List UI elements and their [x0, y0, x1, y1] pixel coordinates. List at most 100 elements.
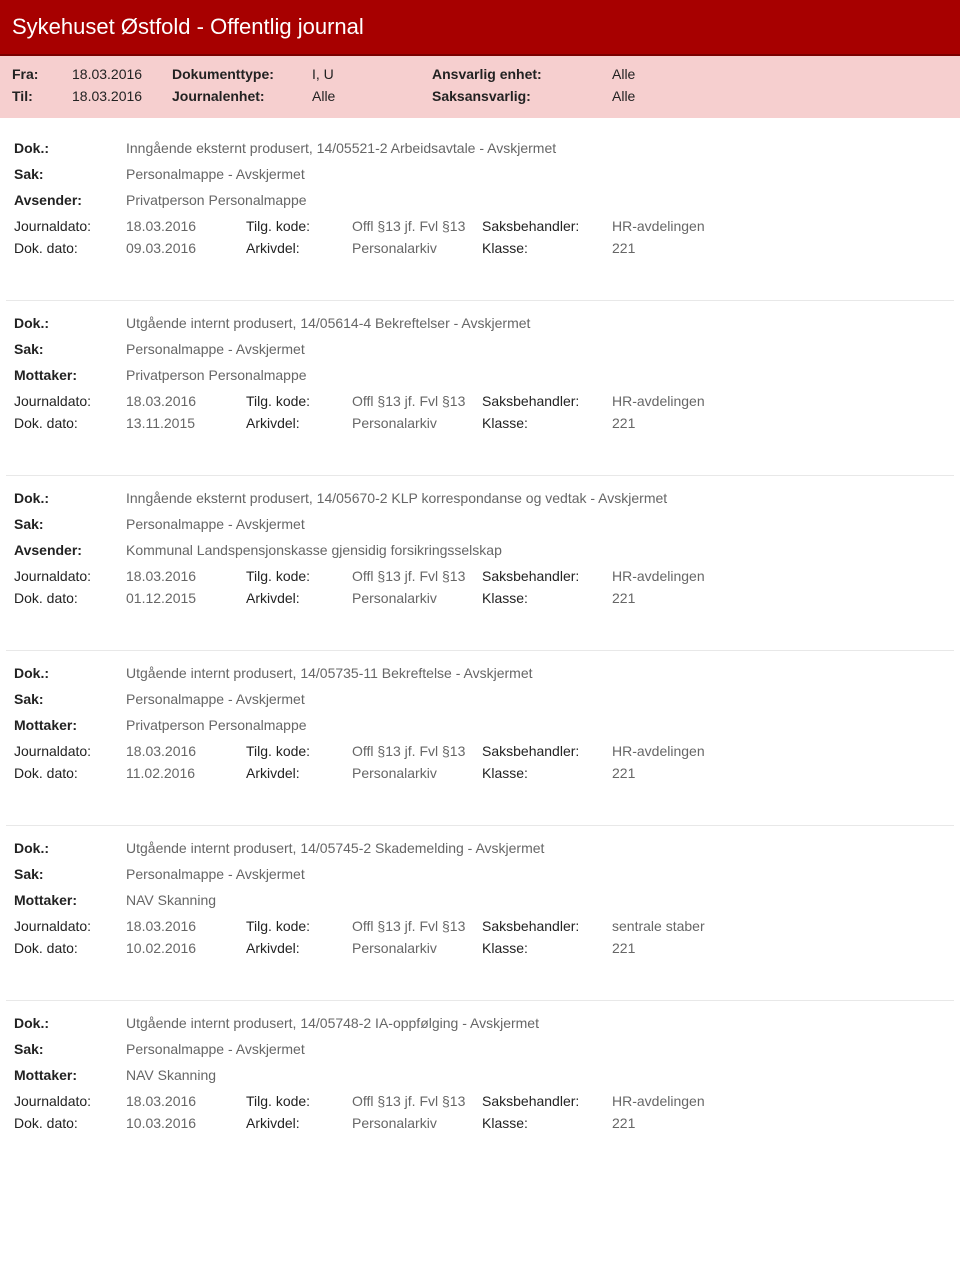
klasse-label: Klasse: — [482, 240, 612, 256]
meta-ansvarlig-value: Alle — [612, 66, 772, 82]
dokdato-value: 10.02.2016 — [126, 940, 246, 956]
journaldato-value: 18.03.2016 — [126, 743, 246, 759]
klasse-value: 221 — [612, 590, 812, 606]
dokdato-label: Dok. dato: — [14, 590, 126, 606]
klasse-value: 221 — [612, 1115, 812, 1131]
meta-fra-value: 18.03.2016 — [72, 66, 172, 82]
arkivdel-label: Arkivdel: — [246, 415, 352, 431]
sak-label: Sak: — [14, 866, 126, 882]
arkivdel-label: Arkivdel: — [246, 240, 352, 256]
sak-label: Sak: — [14, 166, 126, 182]
klasse-value: 221 — [612, 240, 812, 256]
sak-label: Sak: — [14, 341, 126, 357]
dok-value: Utgående internt produsert, 14/05614-4 B… — [126, 315, 946, 331]
dok-value: Utgående internt produsert, 14/05735-11 … — [126, 665, 946, 681]
tilgkode-value: Offl §13 jf. Fvl §13 — [352, 568, 482, 584]
sak-value: Personalmappe - Avskjermet — [126, 341, 946, 357]
journaldato-value: 18.03.2016 — [126, 218, 246, 234]
party-value: Kommunal Landspensjonskasse gjensidig fo… — [126, 542, 946, 558]
sak-label: Sak: — [14, 691, 126, 707]
dokdato-value: 09.03.2016 — [126, 240, 246, 256]
arkivdel-value: Personalarkiv — [352, 765, 482, 781]
entries-list: Dok.: Inngående eksternt produsert, 14/0… — [0, 126, 960, 1149]
arkivdel-value: Personalarkiv — [352, 590, 482, 606]
saksbehandler-value: HR-avdelingen — [612, 393, 812, 409]
saksbehandler-label: Saksbehandler: — [482, 1093, 612, 1109]
dokdato-value: 01.12.2015 — [126, 590, 246, 606]
tilgkode-label: Tilg. kode: — [246, 218, 352, 234]
party-value: NAV Skanning — [126, 1067, 946, 1083]
arkivdel-value: Personalarkiv — [352, 415, 482, 431]
tilgkode-value: Offl §13 jf. Fvl §13 — [352, 393, 482, 409]
journaldato-value: 18.03.2016 — [126, 568, 246, 584]
saksbehandler-label: Saksbehandler: — [482, 743, 612, 759]
dokdato-value: 11.02.2016 — [126, 765, 246, 781]
dok-value: Inngående eksternt produsert, 14/05670-2… — [126, 490, 946, 506]
journaldato-value: 18.03.2016 — [126, 1093, 246, 1109]
tilgkode-label: Tilg. kode: — [246, 568, 352, 584]
journal-entry: Dok.: Utgående internt produsert, 14/056… — [6, 300, 954, 449]
saksbehandler-label: Saksbehandler: — [482, 218, 612, 234]
dok-value: Utgående internt produsert, 14/05745-2 S… — [126, 840, 946, 856]
arkivdel-label: Arkivdel: — [246, 1115, 352, 1131]
sak-value: Personalmappe - Avskjermet — [126, 1041, 946, 1057]
dokdato-label: Dok. dato: — [14, 1115, 126, 1131]
dok-label: Dok.: — [14, 315, 126, 331]
tilgkode-value: Offl §13 jf. Fvl §13 — [352, 918, 482, 934]
journal-entry: Dok.: Utgående internt produsert, 14/057… — [6, 825, 954, 974]
dokdato-value: 13.11.2015 — [126, 415, 246, 431]
party-label: Avsender: — [14, 192, 126, 208]
party-label: Mottaker: — [14, 892, 126, 908]
journal-entry: Dok.: Inngående eksternt produsert, 14/0… — [6, 475, 954, 624]
journaldato-value: 18.03.2016 — [126, 918, 246, 934]
dok-label: Dok.: — [14, 1015, 126, 1031]
dok-label: Dok.: — [14, 665, 126, 681]
klasse-label: Klasse: — [482, 1115, 612, 1131]
meta-doktype-value: I, U — [312, 66, 432, 82]
tilgkode-label: Tilg. kode: — [246, 743, 352, 759]
arkivdel-label: Arkivdel: — [246, 590, 352, 606]
sak-value: Personalmappe - Avskjermet — [126, 166, 946, 182]
sak-value: Personalmappe - Avskjermet — [126, 866, 946, 882]
arkivdel-value: Personalarkiv — [352, 240, 482, 256]
klasse-label: Klasse: — [482, 765, 612, 781]
dok-label: Dok.: — [14, 840, 126, 856]
sak-label: Sak: — [14, 1041, 126, 1057]
saksbehandler-value: HR-avdelingen — [612, 1093, 812, 1109]
saksbehandler-label: Saksbehandler: — [482, 568, 612, 584]
party-label: Mottaker: — [14, 1067, 126, 1083]
meta-fra-label: Fra: — [12, 66, 72, 82]
journal-entry: Dok.: Utgående internt produsert, 14/057… — [6, 650, 954, 799]
journaldato-label: Journaldato: — [14, 743, 126, 759]
saksbehandler-value: HR-avdelingen — [612, 568, 812, 584]
party-label: Mottaker: — [14, 717, 126, 733]
arkivdel-value: Personalarkiv — [352, 1115, 482, 1131]
arkivdel-label: Arkivdel: — [246, 940, 352, 956]
journaldato-label: Journaldato: — [14, 218, 126, 234]
dok-value: Inngående eksternt produsert, 14/05521-2… — [126, 140, 946, 156]
tilgkode-value: Offl §13 jf. Fvl §13 — [352, 218, 482, 234]
tilgkode-label: Tilg. kode: — [246, 393, 352, 409]
klasse-value: 221 — [612, 415, 812, 431]
klasse-label: Klasse: — [482, 415, 612, 431]
meta-journalenhet-value: Alle — [312, 88, 432, 104]
page-title: Sykehuset Østfold - Offentlig journal — [0, 0, 960, 56]
meta-til-value: 18.03.2016 — [72, 88, 172, 104]
klasse-label: Klasse: — [482, 940, 612, 956]
dokdato-label: Dok. dato: — [14, 240, 126, 256]
saksbehandler-label: Saksbehandler: — [482, 918, 612, 934]
journaldato-label: Journaldato: — [14, 1093, 126, 1109]
meta-til-label: Til: — [12, 88, 72, 104]
tilgkode-value: Offl §13 jf. Fvl §13 — [352, 1093, 482, 1109]
arkivdel-label: Arkivdel: — [246, 765, 352, 781]
klasse-value: 221 — [612, 765, 812, 781]
journaldato-label: Journaldato: — [14, 568, 126, 584]
meta-ansvarlig-label: Ansvarlig enhet: — [432, 66, 612, 82]
meta-saksansvarlig-value: Alle — [612, 88, 772, 104]
journaldato-value: 18.03.2016 — [126, 393, 246, 409]
saksbehandler-value: sentrale staber — [612, 918, 812, 934]
party-label: Mottaker: — [14, 367, 126, 383]
party-value: Privatperson Personalmappe — [126, 717, 946, 733]
saksbehandler-label: Saksbehandler: — [482, 393, 612, 409]
dokdato-label: Dok. dato: — [14, 415, 126, 431]
